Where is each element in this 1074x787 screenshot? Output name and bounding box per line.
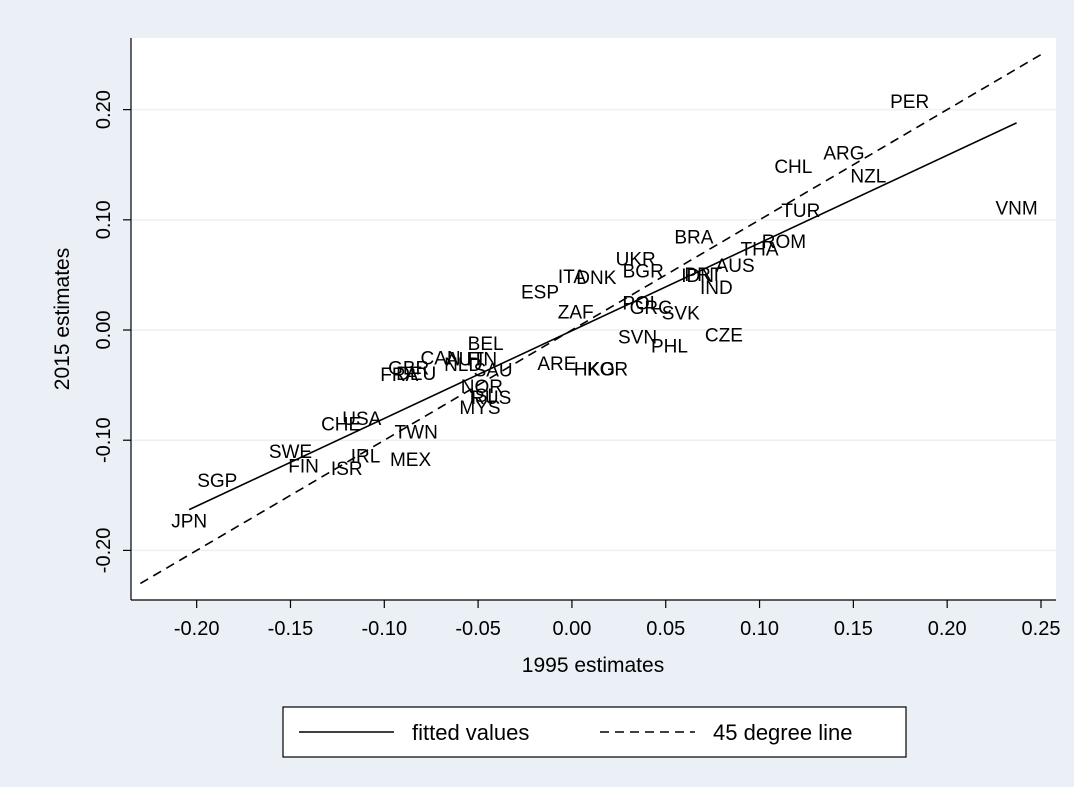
point-label-can: CAN [421, 349, 461, 370]
point-label-ita: ITA [558, 267, 586, 288]
point-label-hkg: HKG [574, 360, 615, 381]
point-label-phl: PHL [651, 336, 688, 357]
x-tick-label: -0.05 [455, 618, 501, 640]
point-label-che: CHE [321, 415, 361, 436]
point-label-gbr: GBR [388, 358, 429, 379]
point-label-fra: FRA [380, 365, 418, 386]
point-label-sau: SAU [474, 361, 513, 382]
legend-label-45deg: 45 degree line [713, 720, 852, 745]
point-label-are: ARE [537, 354, 576, 375]
point-label-fin: FIN [288, 457, 319, 478]
point-label-svk: SVK [662, 303, 700, 324]
x-tick-label: 0.15 [834, 618, 873, 640]
point-label-vnm: VNM [995, 199, 1037, 220]
y-axis-title: 2015 estimates [51, 248, 74, 390]
point-label-arg: ARG [823, 144, 864, 165]
point-label-zaf: ZAF [558, 302, 594, 323]
point-label-prt: PRT [684, 265, 722, 286]
point-label-irl: IRL [351, 447, 381, 468]
point-label-twn: TWN [395, 422, 438, 443]
series-line-45-degree [139, 53, 1042, 585]
point-label-bel: BEL [468, 334, 504, 355]
x-tick-label: 0.10 [740, 618, 779, 640]
legend-box [282, 706, 907, 758]
series-line-fitted-values [188, 122, 1017, 511]
point-label-rom: ROM [762, 232, 806, 253]
point-label-aus: AUS [716, 256, 755, 277]
point-label-usa: USA [342, 409, 381, 430]
plot-area [131, 38, 1056, 600]
x-axis-ticks: -0.20 -0.15 -0.10 -0.05 0.00 0.05 0.10 0.15 0.20… [174, 600, 1061, 640]
point-label-aut: AUT [446, 350, 484, 371]
point-label-idn: IDN [681, 266, 714, 287]
point-label-mex: MEX [390, 450, 432, 471]
y-tick-label: -0.20 [93, 528, 115, 574]
series-lines [139, 53, 1042, 585]
point-label-chl: CHL [774, 157, 812, 178]
point-label-ind: IND [700, 278, 733, 299]
point-label-bra: BRA [674, 227, 713, 248]
legend-label-fitted: fitted values [412, 720, 529, 745]
point-label-rus: RUS [471, 388, 511, 409]
x-tick-label: -0.15 [268, 618, 314, 640]
point-label-kor: KOR [587, 360, 628, 381]
point-label-pol: POL [622, 293, 660, 314]
point-label-nld: NLD [444, 355, 482, 376]
point-label-nzl: NZL [850, 167, 886, 188]
legend: fitted values 45 degree line [282, 706, 907, 758]
point-label-isr: ISR [331, 459, 363, 480]
point-label-per: PER [890, 92, 929, 113]
point-label-esp: ESP [521, 282, 559, 303]
y-axis-ticks: -0.20 -0.10 0.00 0.10 0.20 [93, 90, 131, 573]
point-label-grc: GRC [630, 298, 672, 319]
point-label-ukr: UKR [616, 249, 656, 270]
y-tick-label: -0.10 [93, 417, 115, 463]
point-label-tha: THA [741, 239, 779, 260]
y-tick-label: 0.10 [93, 200, 115, 239]
point-label-swe: SWE [269, 442, 312, 463]
x-tick-label: 0.05 [646, 618, 685, 640]
point-label-dnk: DNK [576, 268, 616, 289]
point-label-svn: SVN [618, 328, 657, 349]
point-label-bgr: BGR [623, 262, 664, 283]
x-tick-label: 0.20 [928, 618, 967, 640]
x-tick-label: -0.20 [174, 618, 220, 640]
point-label-mys: MYS [459, 398, 500, 419]
x-tick-label: 0.00 [552, 618, 591, 640]
x-tick-label: -0.10 [361, 618, 407, 640]
point-label-deu: DEU [396, 364, 436, 385]
point-label-isl: ISL [469, 386, 498, 407]
y-tick-label: 0.20 [93, 90, 115, 129]
point-label-cze: CZE [705, 325, 743, 346]
x-tick-label: 0.25 [1022, 618, 1061, 640]
point-label-nor: NOR [461, 377, 503, 398]
point-label-jpn: JPN [171, 512, 207, 533]
y-tick-label: 0.00 [93, 311, 115, 350]
x-axis-title: 1995 estimates [522, 654, 664, 677]
point-label-sgp: SGP [197, 471, 237, 492]
point-label-fin: FIN [467, 350, 498, 371]
gridlines [131, 108, 1056, 552]
point-label-tur: TUR [781, 201, 820, 222]
